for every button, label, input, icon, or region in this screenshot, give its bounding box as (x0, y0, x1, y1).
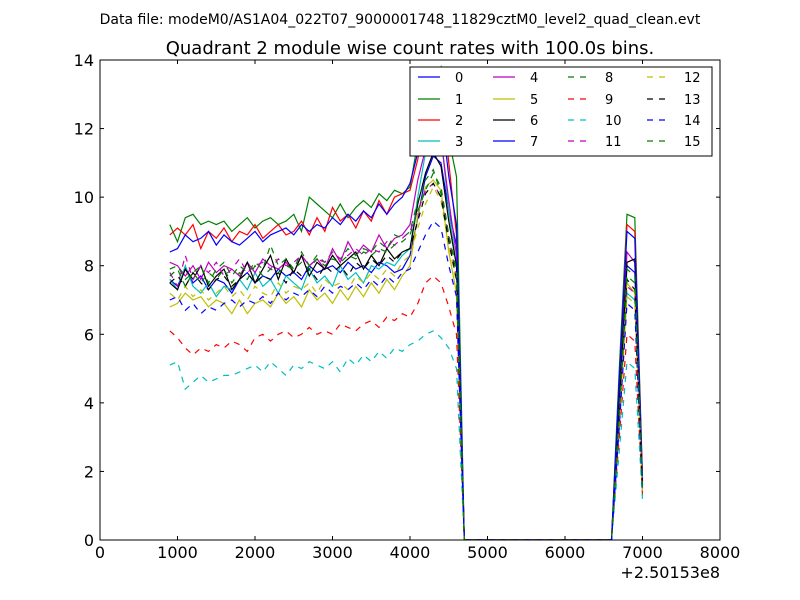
legend-label-0: 0 (455, 71, 463, 86)
y-tick-label: 8 (84, 257, 94, 276)
series-line-7 (169, 92, 644, 540)
legend-label-4: 4 (530, 71, 538, 86)
legend-label-14: 14 (684, 114, 701, 129)
x-axis-offset-label: +2.50153e8 (620, 563, 720, 582)
legend-label-11: 11 (605, 135, 622, 150)
x-tick-label: 8000 (700, 543, 741, 562)
chart-title: Quadrant 2 module wise count rates with … (166, 38, 655, 59)
x-tick-label: 3000 (312, 543, 353, 562)
series-line-11 (169, 182, 644, 540)
y-tick-label: 0 (84, 531, 94, 550)
legend-label-5: 5 (530, 93, 538, 108)
x-tick-label: 4000 (390, 543, 431, 562)
legend-label-2: 2 (455, 114, 463, 129)
series-line-12 (169, 185, 644, 540)
legend-label-7: 7 (530, 135, 538, 150)
series-line-9 (169, 275, 644, 540)
legend-label-8: 8 (605, 71, 613, 86)
x-tick-label: 0 (95, 543, 105, 562)
series-layer (169, 64, 644, 540)
series-line-10 (169, 330, 644, 540)
series-line-2 (169, 85, 644, 540)
y-tick-label: 12 (74, 120, 94, 139)
legend-label-6: 6 (530, 114, 538, 129)
x-tick-label: 5000 (467, 543, 508, 562)
legend-label-10: 10 (605, 114, 622, 129)
y-tick-label: 4 (84, 394, 94, 413)
x-tick-label: 6000 (545, 543, 586, 562)
series-line-15 (169, 171, 644, 540)
legend-label-13: 13 (684, 93, 701, 108)
ticks-layer: 0 1000 2000 3000 4000 5000 6000 7000 80000246810… (74, 51, 741, 562)
y-tick-label: 14 (74, 51, 94, 70)
series-line-13 (169, 182, 644, 540)
legend-label-15: 15 (684, 135, 701, 150)
x-tick-label: 1000 (157, 543, 198, 562)
series-line-5 (169, 179, 644, 540)
y-tick-label: 2 (84, 462, 94, 481)
legend-label-12: 12 (684, 71, 701, 86)
y-tick-label: 10 (74, 188, 94, 207)
series-line-3 (169, 116, 644, 540)
legend-label-9: 9 (605, 93, 613, 108)
y-tick-label: 6 (84, 325, 94, 344)
series-line-0 (169, 154, 644, 540)
x-tick-label: 2000 (235, 543, 276, 562)
series-line-4 (169, 138, 644, 540)
legend-label-1: 1 (455, 93, 463, 108)
x-tick-label: 7000 (622, 543, 663, 562)
data-file-suptitle: Data file: modeM0/AS1A04_022T07_90000017… (100, 12, 701, 28)
legend-label-3: 3 (455, 135, 463, 150)
